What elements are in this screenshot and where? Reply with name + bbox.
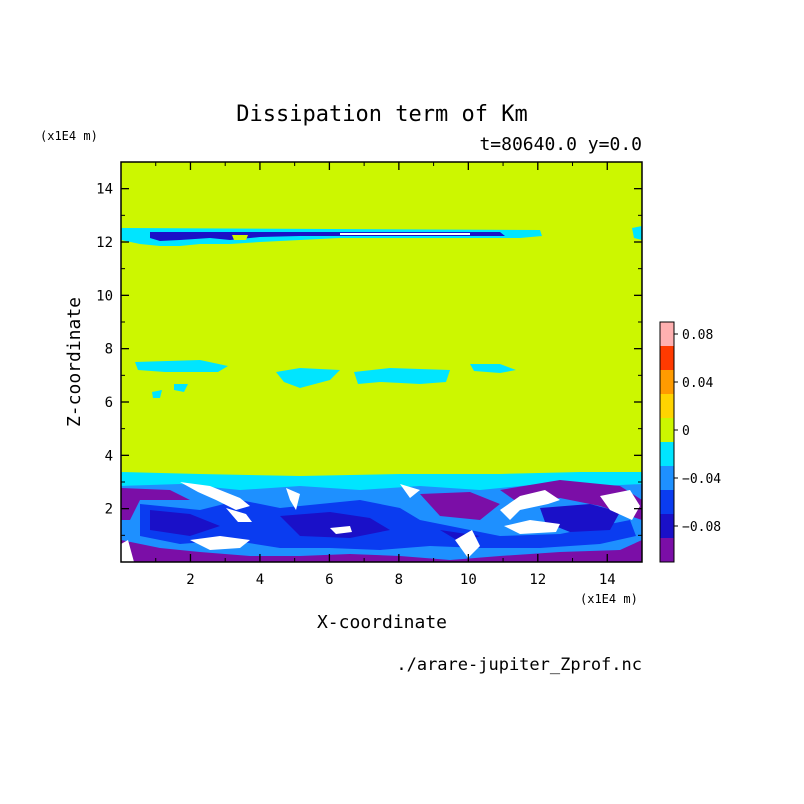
chart-subtitle: t=80640.0 y=0.0 <box>479 134 642 155</box>
x-tick-label: 2 <box>186 572 194 588</box>
bottom-layer-purple <box>121 480 642 562</box>
colorbar-swatch <box>660 514 674 538</box>
bottom-layer-medblue <box>140 500 636 550</box>
y-axis-label: Z-coordinate <box>64 297 85 427</box>
y-tick-label: 8 <box>105 342 113 358</box>
y-tick-label: 6 <box>105 395 113 411</box>
colorbar-swatch <box>660 322 674 346</box>
colorbar-tick-label: 0.08 <box>682 328 713 343</box>
top-band-gap <box>232 235 248 240</box>
colorbar: 0.08 0.04 0 −0.04 −0.08 <box>659 321 721 563</box>
y-tick-label: 12 <box>96 235 113 251</box>
x-axis: 2 4 6 8 10 12 14 <box>155 162 616 588</box>
x-tick-label: 12 <box>529 572 546 588</box>
y-tick-label: 10 <box>96 288 113 304</box>
colorbar-swatch <box>660 490 674 514</box>
colorbar-tick-label: −0.04 <box>682 472 721 487</box>
x-tick-label: 14 <box>599 572 616 588</box>
contour-field <box>121 162 642 562</box>
top-band <box>121 226 642 246</box>
x-tick-label: 6 <box>325 572 333 588</box>
colorbar-swatch <box>660 442 674 466</box>
colorbar-tick-label: −0.08 <box>682 520 721 535</box>
bottom-layer-navy <box>150 504 620 542</box>
colorbar-tick-label: 0.04 <box>682 376 713 391</box>
y-tick-label: 2 <box>105 502 113 518</box>
colorbar-swatch <box>660 370 674 394</box>
colorbar-swatch <box>660 346 674 370</box>
top-band-edge <box>632 226 642 240</box>
y-tick-label: 4 <box>105 448 113 464</box>
bottom-layer-white <box>121 482 640 562</box>
y-tick-label: 14 <box>96 182 113 198</box>
x-unit-label: (x1E4 m) <box>580 592 638 606</box>
colorbar-tick-label: 0 <box>682 424 690 439</box>
x-axis-label: X-coordinate <box>317 612 447 633</box>
x-tick-label: 4 <box>256 572 264 588</box>
plot-frame <box>120 161 643 563</box>
colorbar-swatch <box>660 466 674 490</box>
x-tick-label: 8 <box>395 572 403 588</box>
source-file-label: ./arare-jupiter_Zprof.nc <box>396 655 642 675</box>
colorbar-frame <box>659 321 675 563</box>
top-band-core <box>340 233 470 235</box>
y-axis: 2 4 6 8 10 12 14 <box>96 182 642 536</box>
bottom-layer <box>121 472 642 562</box>
mid-patches <box>135 360 516 398</box>
colorbar-swatch <box>660 418 674 442</box>
chart-title: Dissipation term of Km <box>236 102 527 127</box>
y-unit-label: (x1E4 m) <box>40 129 98 143</box>
x-tick-label: 10 <box>460 572 477 588</box>
colorbar-swatch <box>660 538 674 562</box>
colorbar-swatch <box>660 394 674 418</box>
